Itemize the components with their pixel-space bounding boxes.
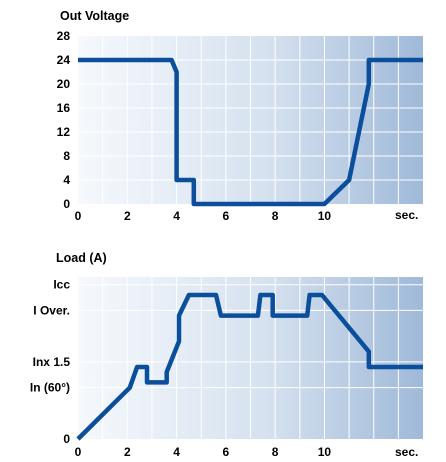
x-tick-label: 6 xyxy=(223,209,230,223)
load-x-unit: sec. xyxy=(395,445,418,459)
x-tick-label: 0 xyxy=(75,445,82,459)
y-tick-label: 20 xyxy=(57,77,71,91)
x-tick-label: 6 xyxy=(223,445,230,459)
series-line xyxy=(76,292,423,441)
y-tick-label: In (60°) xyxy=(30,381,70,395)
y-tick-label: 0 xyxy=(63,197,70,211)
voltage-x-ticks: 0 2 4 6 8 10 xyxy=(75,209,332,223)
voltage-x-unit: sec. xyxy=(395,208,418,222)
x-tick-label: 2 xyxy=(124,209,131,223)
load-y-ticks: Icc I Over. Inx 1.5 In (60°) 0 xyxy=(30,278,70,446)
y-tick-label: 8 xyxy=(63,149,70,163)
x-tick-label: 10 xyxy=(318,209,332,223)
y-tick-label: Icc xyxy=(53,278,70,292)
y-tick-label: 0 xyxy=(63,432,70,446)
load-series xyxy=(76,292,423,441)
x-tick-label: 0 xyxy=(75,209,82,223)
x-tick-label: 4 xyxy=(173,209,180,223)
x-tick-label: 8 xyxy=(272,445,279,459)
x-tick-label: 10 xyxy=(318,445,332,459)
y-tick-label: 4 xyxy=(63,173,70,187)
load-chart: Load (A) Icc I Over. Inx 1.5 In (60°) 0 0 2 4 6… xyxy=(30,251,423,459)
x-tick-label: 2 xyxy=(124,445,131,459)
voltage-series xyxy=(78,57,423,207)
load-grid xyxy=(78,277,423,439)
load-x-ticks: 0 2 4 6 8 10 xyxy=(75,445,332,459)
y-tick-label: 12 xyxy=(57,125,71,139)
series-line xyxy=(78,57,423,207)
y-tick-label: 24 xyxy=(57,53,71,67)
y-tick-label: 28 xyxy=(57,29,71,43)
y-tick-label: I Over. xyxy=(33,303,70,317)
x-tick-label: 4 xyxy=(173,445,180,459)
load-chart-title: Load (A) xyxy=(56,251,107,265)
y-tick-label: 16 xyxy=(57,101,71,115)
voltage-y-ticks: 0 4 8 12 16 20 24 28 xyxy=(57,29,71,211)
x-tick-label: 8 xyxy=(272,209,279,223)
voltage-chart-title: Out Voltage xyxy=(60,9,129,23)
y-tick-label: Inx 1.5 xyxy=(33,355,71,369)
